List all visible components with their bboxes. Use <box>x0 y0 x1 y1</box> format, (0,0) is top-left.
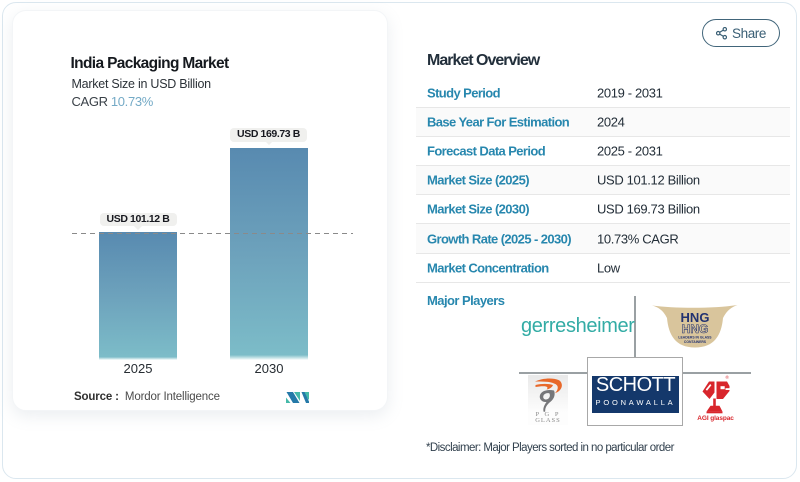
svg-text:CONTAINERS: CONTAINERS <box>684 340 707 344</box>
svg-text:HNG: HNG <box>681 310 710 325</box>
svg-text:HNG: HNG <box>682 322 709 336</box>
svg-text:LEADERS IN GLASS: LEADERS IN GLASS <box>678 336 712 340</box>
svg-text:®: ® <box>725 375 729 380</box>
